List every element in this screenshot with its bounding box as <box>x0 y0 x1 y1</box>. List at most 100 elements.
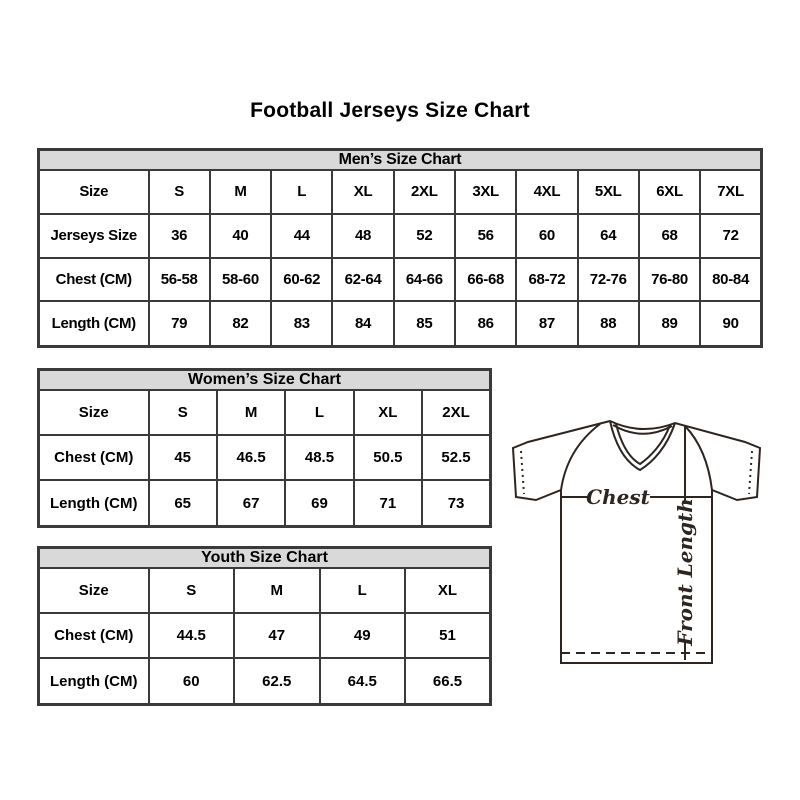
value-cell: 56 <box>453 212 518 259</box>
table-row: Length (CM) 60 62.5 64.5 66.5 <box>37 657 492 706</box>
value-cell: 86 <box>453 300 518 348</box>
value-cell: 58-60 <box>208 256 273 303</box>
value-cell: 5XL <box>576 169 640 215</box>
value-cell: 44.5 <box>147 612 235 660</box>
value-cell: 71 <box>352 479 424 528</box>
table-row: Jerseys Size 36 40 44 48 52 56 60 64 68 72 <box>37 212 763 259</box>
value-cell: 51 <box>404 612 492 660</box>
value-cell: 40 <box>208 212 273 259</box>
page-title: Football Jerseys Size Chart <box>250 99 530 122</box>
value-cell: 64.5 <box>318 657 406 706</box>
value-cell: 82 <box>208 300 273 348</box>
table-title-row: Youth Size Chart <box>37 546 492 569</box>
value-cell: 36 <box>147 212 211 259</box>
value-cell: 52.5 <box>421 434 492 482</box>
value-cell: 2XL <box>392 169 456 215</box>
value-cell: L <box>318 566 406 615</box>
value-cell: 44 <box>270 212 334 259</box>
row-label-cell: Length (CM) <box>37 300 150 348</box>
right-cuff-stitch <box>748 450 753 495</box>
value-cell: 68-72 <box>515 256 579 303</box>
value-cell: 67 <box>215 479 287 528</box>
value-cell: 4XL <box>515 169 579 215</box>
row-label-cell: Chest (CM) <box>37 434 150 482</box>
chest-label: Chest <box>586 485 650 509</box>
value-cell: M <box>233 566 321 615</box>
value-cell: 3XL <box>453 169 518 215</box>
value-cell: 52 <box>392 212 456 259</box>
value-cell: S <box>147 169 211 215</box>
value-cell: 90 <box>699 300 763 348</box>
row-label-cell: Size <box>37 388 150 437</box>
value-cell: L <box>270 169 334 215</box>
left-sleeve-seam <box>560 423 601 491</box>
table-title: Men’s Size Chart <box>37 148 763 171</box>
value-cell: 66.5 <box>404 657 492 706</box>
value-cell: 60 <box>147 657 235 706</box>
value-cell: S <box>147 388 218 437</box>
value-cell: 79 <box>147 300 211 348</box>
value-cell: 48.5 <box>284 434 355 482</box>
value-cell: 73 <box>421 479 492 528</box>
value-cell: 68 <box>637 212 702 259</box>
value-cell: 45 <box>147 434 218 482</box>
collar-back-line <box>612 424 673 435</box>
value-cell: 6XL <box>637 169 702 215</box>
value-cell: S <box>147 566 235 615</box>
value-cell: 64-66 <box>392 256 456 303</box>
value-cell: 65 <box>147 479 218 528</box>
value-cell: 76-80 <box>637 256 702 303</box>
row-label-cell: Size <box>37 566 150 615</box>
value-cell: 46.5 <box>215 434 287 482</box>
value-cell: 48 <box>331 212 395 259</box>
value-cell: 50.5 <box>352 434 424 482</box>
value-cell: 62.5 <box>233 657 321 706</box>
value-cell: M <box>215 388 287 437</box>
value-cell: 62-64 <box>331 256 395 303</box>
value-cell: 7XL <box>699 169 763 215</box>
value-cell: 56-58 <box>147 256 211 303</box>
left-cuff-stitch <box>520 450 525 495</box>
value-cell: 72-76 <box>576 256 640 303</box>
row-label-cell: Size <box>37 169 150 215</box>
value-cell: 49 <box>318 612 406 660</box>
jersey-measurement-diagram: Chest Front Length <box>511 419 762 664</box>
table-title: Youth Size Chart <box>37 546 492 569</box>
row-label-cell: Chest (CM) <box>37 612 150 660</box>
right-sleeve-seam <box>684 425 713 491</box>
row-label-cell: Jerseys Size <box>37 212 150 259</box>
mens-size-table: Men’s Size Chart Size S M L XL 2XL 3XL 4XL 5XL 6XL… <box>37 148 763 348</box>
value-cell: 89 <box>637 300 702 348</box>
table-row: Chest (CM) 44.5 47 49 51 <box>37 612 492 660</box>
value-cell: XL <box>352 388 424 437</box>
collar-v-outer <box>609 420 676 472</box>
table-row: Length (CM) 79 82 83 84 85 86 87 88 89 90 <box>37 300 763 348</box>
value-cell: M <box>208 169 273 215</box>
table-row: Chest (CM) 56-58 58-60 60-62 62-64 64-66 66-68… <box>37 256 763 303</box>
value-cell: 60-62 <box>270 256 334 303</box>
value-cell: 87 <box>515 300 579 348</box>
table-row: Chest (CM) 45 46.5 48.5 50.5 52.5 <box>37 434 492 482</box>
table-row: Size S M L XL 2XL <box>37 388 492 437</box>
row-label-cell: Chest (CM) <box>37 256 150 303</box>
row-label-cell: Length (CM) <box>37 657 150 706</box>
table-title-row: Women’s Size Chart <box>37 368 492 391</box>
collar-v-inner <box>615 423 671 466</box>
value-cell: 47 <box>233 612 321 660</box>
table-row: Size S M L XL <box>37 566 492 615</box>
value-cell: 72 <box>699 212 763 259</box>
jersey-outline <box>511 419 762 664</box>
value-cell: 83 <box>270 300 334 348</box>
front-length-label: Front Length <box>673 498 697 647</box>
value-cell: XL <box>404 566 492 615</box>
value-cell: 69 <box>284 479 355 528</box>
womens-size-table: Women’s Size Chart Size S M L XL 2XL Chest (CM)… <box>37 368 492 528</box>
table-row: Length (CM) 65 67 69 71 73 <box>37 479 492 528</box>
value-cell: L <box>284 388 355 437</box>
row-label-cell: Length (CM) <box>37 479 150 528</box>
value-cell: 66-68 <box>453 256 518 303</box>
value-cell: 84 <box>331 300 395 348</box>
value-cell: 2XL <box>421 388 492 437</box>
table-title: Women’s Size Chart <box>37 368 492 391</box>
